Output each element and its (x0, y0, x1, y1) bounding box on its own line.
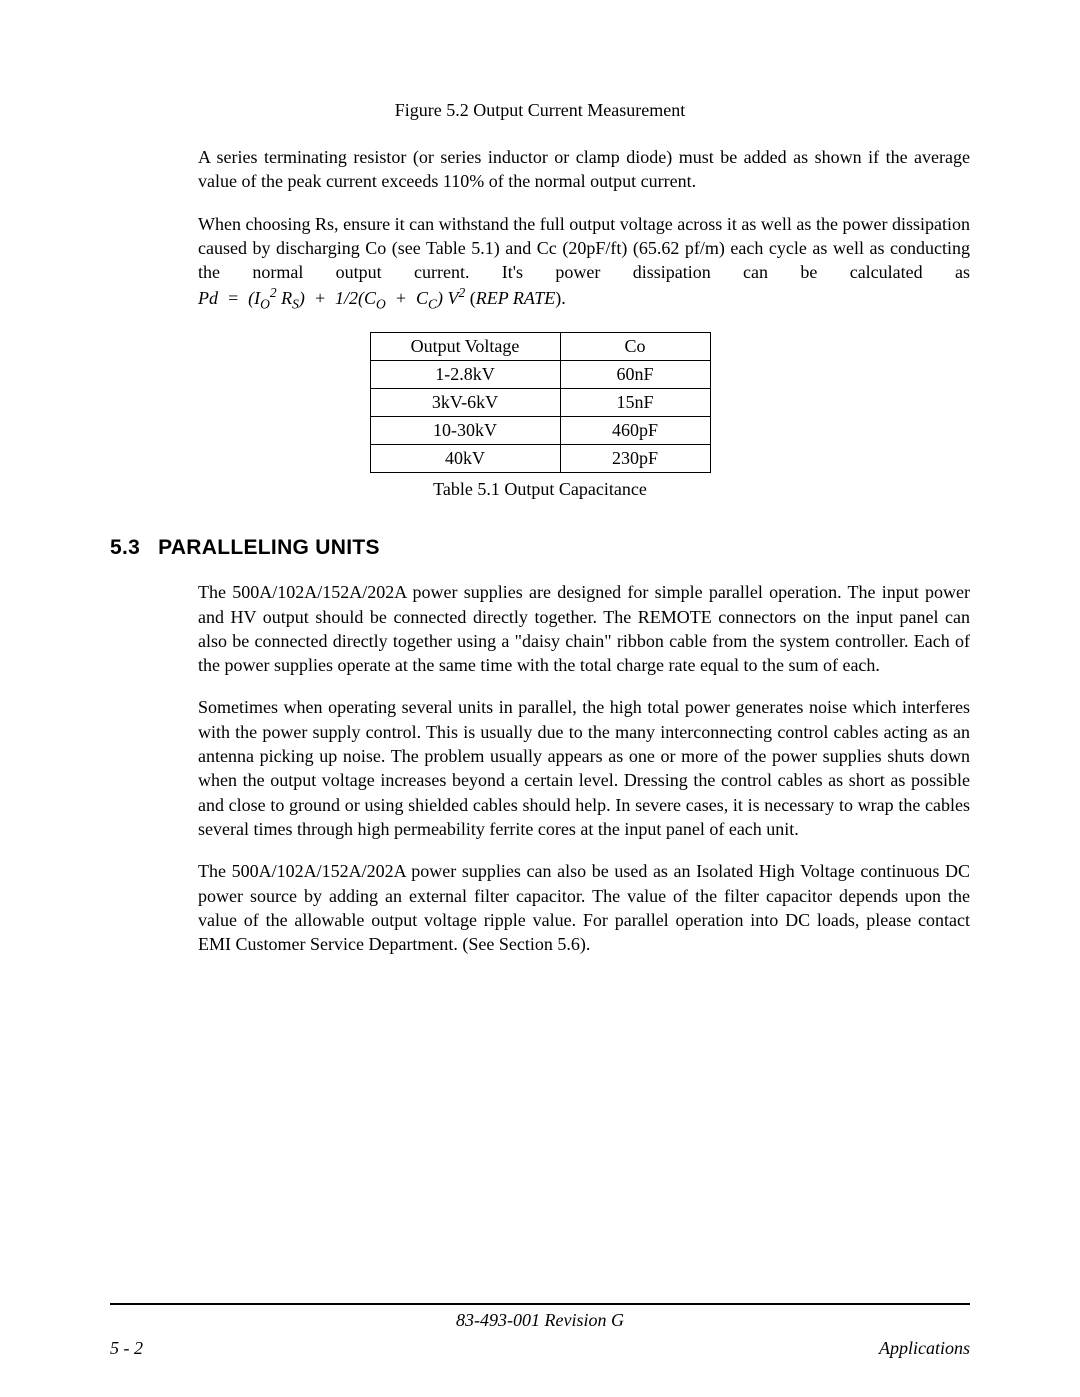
formula: Pd = (IO2 RS) + 1/2(CO + CC) V2 (198, 288, 470, 308)
table-row: 10-30kV 460pF (370, 417, 710, 445)
section-heading: 5.3 PARALLELING UNITS (110, 536, 970, 560)
table-cell: 3kV-6kV (370, 389, 560, 417)
table-cell: 1-2.8kV (370, 361, 560, 389)
footer-center: 83-493-001 Revision G (0, 1310, 1080, 1331)
table-row: 1-2.8kV 60nF (370, 361, 710, 389)
body-paragraph-3: The 500A/102A/152A/202A power supplies a… (198, 580, 970, 677)
table-cell: 230pF (560, 445, 710, 473)
table-cell: 40kV (370, 445, 560, 473)
figure-caption: Figure 5.2 Output Current Measurement (110, 100, 970, 121)
table-header-co: Co (560, 333, 710, 361)
section-number: 5.3 (110, 536, 140, 559)
footer-section-name: Applications (879, 1338, 970, 1359)
table-header-voltage: Output Voltage (370, 333, 560, 361)
output-capacitance-table: Output Voltage Co 1-2.8kV 60nF 3kV-6kV 1… (370, 332, 711, 473)
table-caption: Table 5.1 Output Capacitance (110, 479, 970, 500)
para2-text: When choosing Rs, ensure it can withstan… (198, 214, 970, 283)
section-title: PARALLELING UNITS (158, 536, 380, 559)
table-row: 3kV-6kV 15nF (370, 389, 710, 417)
body-paragraph-2: When choosing Rs, ensure it can withstan… (198, 212, 970, 315)
body-paragraph-4: Sometimes when operating several units i… (198, 695, 970, 841)
footer-rule (110, 1303, 970, 1305)
body-paragraph-1: A series terminating resistor (or series… (198, 145, 970, 194)
table-cell: 10-30kV (370, 417, 560, 445)
table-cell: 60nF (560, 361, 710, 389)
formula-tail: (REP RATE). (470, 288, 566, 308)
table-cell: 460pF (560, 417, 710, 445)
table-cell: 15nF (560, 389, 710, 417)
body-paragraph-5: The 500A/102A/152A/202A power supplies c… (198, 859, 970, 956)
table-row: 40kV 230pF (370, 445, 710, 473)
footer-page-number: 5 - 2 (110, 1338, 143, 1359)
table-row: Output Voltage Co (370, 333, 710, 361)
